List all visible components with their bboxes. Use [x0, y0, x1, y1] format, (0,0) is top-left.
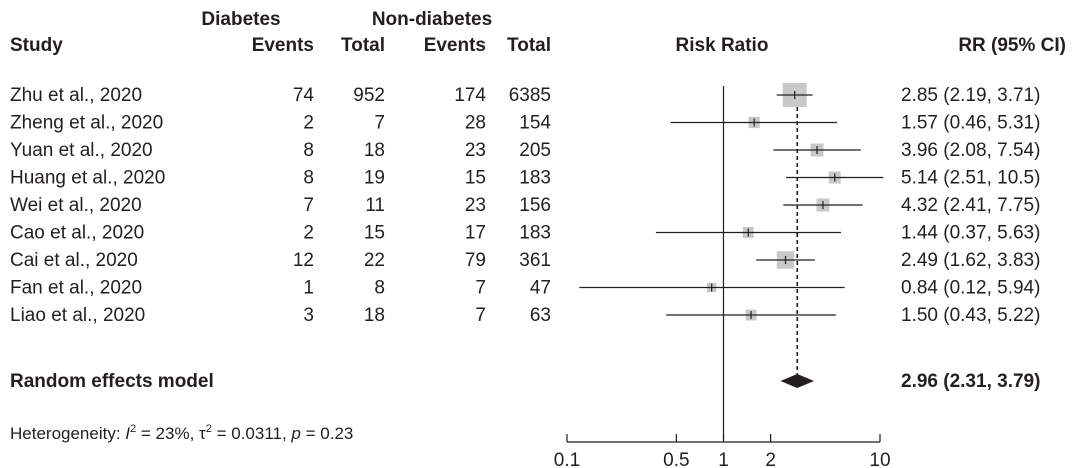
study-row: Huang et al., 2020 8 19 15 183 5.14 (2.51, 10… [10, 168, 1040, 189]
header-events-1: Events [252, 35, 314, 56]
study-row: Zhu et al., 2020 74 952 174 6385 2.85 (2.19, … [10, 83, 1040, 107]
study-row: Cai et al., 2020 12 22 79 361 2.49 (1.62, 3.8… [10, 250, 1040, 271]
study-row: Zheng et al., 2020 2 7 28 154 1.57 (0.46, 5.3… [10, 113, 1040, 134]
total-non-diabetes: 205 [519, 140, 551, 161]
header-study: Study [10, 35, 63, 56]
total-diabetes: 22 [364, 250, 385, 271]
events-diabetes: 74 [293, 85, 315, 106]
header-group1: Diabetes [201, 9, 280, 30]
pooled-diamond [780, 374, 815, 388]
rr-ci-label: 2.85 (2.19, 3.71) [901, 85, 1040, 106]
study-name: Cao et al., 2020 [10, 223, 144, 244]
x-tick-label: 2 [765, 450, 776, 468]
study-name: Zhu et al., 2020 [10, 85, 142, 106]
total-diabetes: 18 [364, 305, 385, 326]
total-non-diabetes: 183 [519, 223, 551, 244]
events-non-diabetes: 7 [475, 305, 486, 326]
events-non-diabetes: 79 [465, 250, 486, 271]
total-non-diabetes: 156 [519, 195, 551, 216]
x-tick-label: 0.5 [663, 450, 689, 468]
total-non-diabetes: 361 [519, 250, 551, 271]
x-tick-label: 0.1 [554, 450, 580, 468]
rr-ci-label: 2.49 (1.62, 3.83) [901, 250, 1040, 271]
header-effect: RR (95% CI) [958, 35, 1066, 56]
header-total-2: Total [507, 35, 551, 56]
header-total-1: Total [341, 35, 385, 56]
study-row: Wei et al., 2020 7 11 23 156 4.32 (2.41, 7.75… [10, 195, 1040, 216]
events-non-diabetes: 174 [454, 85, 486, 106]
study-row: Fan et al., 2020 1 8 7 47 0.84 (0.12, 5.94) [10, 278, 1040, 299]
total-diabetes: 952 [353, 85, 385, 106]
events-diabetes: 8 [303, 140, 314, 161]
study-name: Liao et al., 2020 [10, 305, 145, 326]
events-non-diabetes: 7 [475, 278, 486, 299]
events-diabetes: 3 [303, 305, 314, 326]
study-row: Yuan et al., 2020 8 18 23 205 3.96 (2.08, 7.5… [10, 140, 1040, 161]
header-events-2: Events [424, 35, 486, 56]
total-non-diabetes: 154 [519, 113, 551, 134]
total-diabetes: 15 [364, 223, 385, 244]
events-diabetes: 8 [303, 168, 314, 189]
total-diabetes: 19 [364, 168, 385, 189]
events-diabetes: 1 [303, 278, 314, 299]
events-non-diabetes: 17 [465, 223, 486, 244]
events-non-diabetes: 23 [465, 195, 486, 216]
study-row: Cao et al., 2020 2 15 17 183 1.44 (0.37, 5.63… [10, 223, 1040, 244]
heterogeneity-p: 0.23 [320, 424, 353, 443]
total-diabetes: 7 [374, 113, 385, 134]
heterogeneity-i2: 23% [156, 424, 190, 443]
events-diabetes: 2 [303, 223, 314, 244]
total-diabetes: 11 [365, 195, 385, 216]
rr-ci-label: 1.57 (0.46, 5.31) [901, 113, 1040, 134]
total-non-diabetes: 6385 [509, 85, 551, 106]
rr-ci-label: 1.50 (0.43, 5.22) [901, 305, 1040, 326]
heterogeneity-prefix: Heterogeneity: [10, 424, 125, 443]
total-non-diabetes: 183 [519, 168, 551, 189]
axis-title: Risk Ratio [676, 35, 769, 56]
study-name: Zheng et al., 2020 [10, 113, 163, 134]
events-diabetes: 12 [293, 250, 314, 271]
events-non-diabetes: 23 [465, 140, 486, 161]
rr-ci-label: 5.14 (2.51, 10.5) [901, 168, 1040, 189]
rr-ci-label: 0.84 (0.12, 5.94) [901, 278, 1040, 299]
total-diabetes: 18 [364, 140, 385, 161]
study-name: Wei et al., 2020 [10, 195, 142, 216]
rr-ci-label: 4.32 (2.41, 7.75) [901, 195, 1040, 216]
x-tick-label: 10 [869, 450, 890, 468]
pooled-ci-label: 2.96 (2.31, 3.79) [901, 371, 1040, 392]
pooled-label: Random effects model [10, 371, 214, 392]
study-name: Huang et al., 2020 [10, 168, 165, 189]
events-diabetes: 2 [303, 113, 314, 134]
study-name: Cai et al., 2020 [10, 250, 138, 271]
events-non-diabetes: 28 [465, 113, 486, 134]
x-axis: 0.1 0.5 1 2 10 [554, 434, 891, 468]
heterogeneity-text: Heterogeneity: I2 = 23%, τ2 = 0.0311, p … [10, 423, 353, 443]
events-non-diabetes: 15 [465, 168, 486, 189]
total-non-diabetes: 63 [530, 305, 551, 326]
events-diabetes: 7 [303, 195, 314, 216]
total-non-diabetes: 47 [530, 278, 551, 299]
heterogeneity-tau2: 0.0311 [231, 424, 282, 443]
study-name: Yuan et al., 2020 [10, 140, 153, 161]
study-row: Liao et al., 2020 3 18 7 63 1.50 (0.43, 5.22) [10, 305, 1040, 326]
rr-ci-label: 3.96 (2.08, 7.54) [901, 140, 1040, 161]
study-name: Fan et al., 2020 [10, 278, 142, 299]
rr-ci-label: 1.44 (0.37, 5.63) [901, 223, 1040, 244]
total-diabetes: 8 [374, 278, 385, 299]
header-group2: Non-diabetes [372, 9, 492, 30]
x-tick-label: 1 [718, 450, 729, 468]
